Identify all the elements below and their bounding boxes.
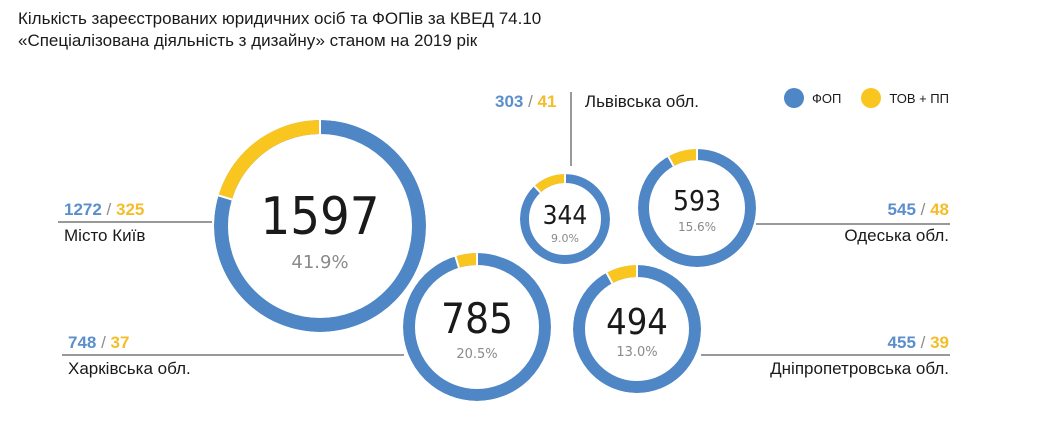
donut-border: [518, 172, 612, 266]
arc-separator: [533, 185, 542, 194]
fop-value: 455: [887, 333, 916, 352]
region-name: Дніпропетровська обл.: [770, 359, 949, 378]
arc-separator: [667, 155, 675, 167]
tov-arc: [455, 253, 478, 268]
arc-separator: [218, 194, 233, 201]
tov-arc: [606, 265, 638, 284]
legend-swatch-tov: [861, 88, 882, 108]
title-line-2: «Спеціалізована діяльність з дизайну» ст…: [18, 31, 478, 50]
donut-border: [636, 147, 758, 269]
legend-item-fop: ФОП: [784, 88, 841, 108]
region-name: Одеська обл.: [844, 226, 949, 245]
tov-value: 41: [537, 92, 557, 111]
fop-value: 303: [495, 92, 524, 111]
donut-border: [401, 251, 553, 403]
title-line-1: Кількість зареєстрованих юридичних осіб …: [18, 9, 542, 28]
tov-arc: [218, 120, 321, 200]
donut-border: [571, 263, 703, 395]
donut-dnipro: 494 13.0%: [571, 263, 703, 395]
donut-share: 9.0%: [551, 232, 579, 245]
tov-arc: [534, 174, 566, 193]
legend-item-tov: ТОВ + ПП: [861, 88, 949, 108]
region-label-dnipro: 455 / 39 Дніпропетровська обл.: [770, 333, 949, 378]
donut-share: 15.6%: [678, 220, 716, 234]
donut-odesa: 593 15.6%: [636, 147, 758, 269]
donut-kharkiv: 785 20.5%: [401, 251, 553, 403]
arc-separator: [454, 255, 460, 268]
region-label-odesa: 545 / 48 Одеська обл.: [844, 200, 949, 245]
donut-share: 20.5%: [456, 347, 497, 362]
legend-swatch-fop: [784, 88, 804, 108]
donut-bg: [403, 253, 551, 401]
donut-total: 1597: [260, 187, 379, 247]
donut-bg: [638, 149, 756, 267]
region-name: Харківська обл.: [68, 359, 191, 378]
tov-value: 39: [930, 333, 949, 352]
legend-label-fop: ФОП: [812, 90, 842, 106]
donut-bg: [214, 120, 426, 332]
donut-total: 593: [673, 184, 721, 217]
donut-bg: [573, 265, 701, 393]
region-name: Львівська обл.: [584, 92, 699, 111]
donut-kyiv: 1597 41.9%: [212, 118, 428, 334]
fop-value: 545: [887, 200, 916, 219]
fop-value: 748: [68, 333, 97, 352]
donut-share: 41.9%: [291, 252, 348, 273]
chart-title: Кількість зареєстрованих юридичних осіб …: [18, 8, 541, 52]
legend: ФОП ТОВ + ПП: [784, 88, 969, 108]
donut-bg: [520, 174, 610, 264]
donut-total: 494: [606, 302, 668, 343]
tov-value: 37: [110, 333, 130, 352]
arc-separator: [605, 272, 614, 284]
tov-value: 325: [116, 200, 145, 219]
donut-border: [212, 118, 428, 334]
donut-share: 13.0%: [616, 345, 657, 360]
legend-label-tov: ТОВ + ПП: [889, 90, 949, 106]
donut-total: 344: [543, 201, 588, 231]
donut-total: 785: [441, 294, 513, 343]
region-label-kyiv: 1272 / 325 Місто Київ: [64, 200, 146, 245]
region-label-lviv: 303 / 41 Львівська обл.: [495, 92, 699, 111]
region-name: Місто Київ: [64, 226, 146, 245]
fop-value: 1272: [64, 200, 102, 219]
tov-value: 48: [930, 200, 949, 219]
region-label-kharkiv: 748 / 37 Харківська обл.: [68, 333, 191, 378]
